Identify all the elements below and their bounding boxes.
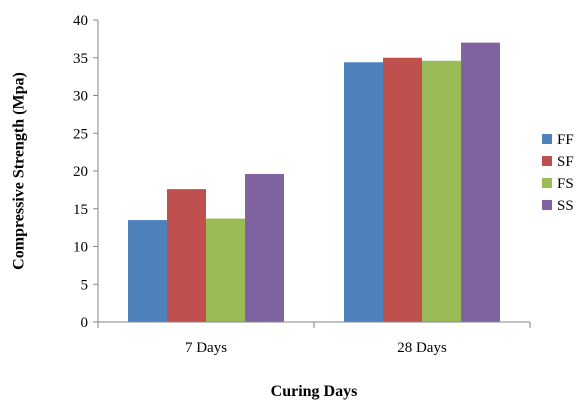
- y-tick-label: 0: [81, 315, 89, 331]
- y-tick-label: 10: [73, 240, 88, 256]
- bar-ff-2: [344, 62, 383, 322]
- y-tick-label: 30: [73, 89, 88, 105]
- bar-sf-2: [383, 57, 422, 322]
- bars-group: [128, 42, 500, 323]
- bar-fs-2: [422, 60, 461, 323]
- y-tick-label: 35: [73, 51, 88, 67]
- y-tick-label: 20: [73, 164, 88, 180]
- bar-sf-1: [167, 189, 206, 322]
- y-tick-label: 5: [81, 277, 89, 293]
- x-axis-title: Curing Days: [271, 383, 358, 400]
- legend: FF SF FS SS: [542, 132, 574, 214]
- x-axis-ticks: 7 Days 28 Days: [97, 322, 531, 356]
- y-tick-label: 25: [73, 126, 88, 142]
- bar-ff-1: [128, 220, 167, 322]
- y-tick-label: 15: [73, 202, 88, 218]
- x-tick-label: 28 Days: [397, 340, 447, 356]
- y-tick-label: 40: [73, 13, 88, 29]
- legend-swatch-sf: [542, 156, 552, 166]
- bar-fs-1: [206, 218, 245, 322]
- legend-label-ff: FF: [557, 132, 574, 148]
- legend-swatch-ss: [542, 200, 552, 210]
- y-axis-ticks: 0 5 10 15 20 25 30 35 40: [73, 13, 98, 331]
- legend-label-ss: SS: [557, 198, 574, 214]
- bar-ss-1: [245, 174, 284, 322]
- y-axis-title: Compressive Strength (Mpa): [11, 72, 28, 270]
- legend-swatch-ff: [542, 134, 552, 144]
- bar-ss-2: [461, 42, 500, 323]
- x-tick-label: 7 Days: [185, 340, 227, 356]
- legend-swatch-fs: [542, 178, 552, 188]
- legend-label-fs: FS: [557, 176, 574, 192]
- legend-label-sf: SF: [557, 154, 574, 170]
